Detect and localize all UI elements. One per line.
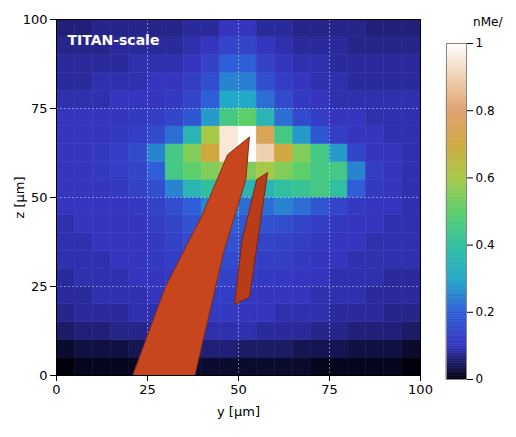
svg-text:0.4: 0.4 <box>476 238 495 252</box>
svg-text:1: 1 <box>476 36 484 50</box>
svg-text:100: 100 <box>408 382 433 397</box>
svg-text:0: 0 <box>52 382 60 397</box>
svg-text:0.2: 0.2 <box>476 305 495 319</box>
svg-text:0.6: 0.6 <box>476 171 495 185</box>
svg-text:z [µm]: z [µm] <box>12 176 27 218</box>
svg-text:y [µm]: y [µm] <box>217 404 260 419</box>
svg-text:75: 75 <box>31 101 48 116</box>
svg-text:TITAN-scale: TITAN-scale <box>67 32 159 48</box>
svg-text:50: 50 <box>230 382 247 397</box>
svg-text:25: 25 <box>31 279 48 294</box>
svg-text:25: 25 <box>139 382 156 397</box>
svg-text:100: 100 <box>23 12 48 27</box>
svg-text:nMe/: nMe/ <box>473 15 503 29</box>
svg-text:0: 0 <box>39 368 47 383</box>
svg-text:0: 0 <box>476 372 484 386</box>
svg-text:50: 50 <box>31 190 48 205</box>
svg-text:75: 75 <box>321 382 338 397</box>
svg-text:0.8: 0.8 <box>476 104 495 118</box>
